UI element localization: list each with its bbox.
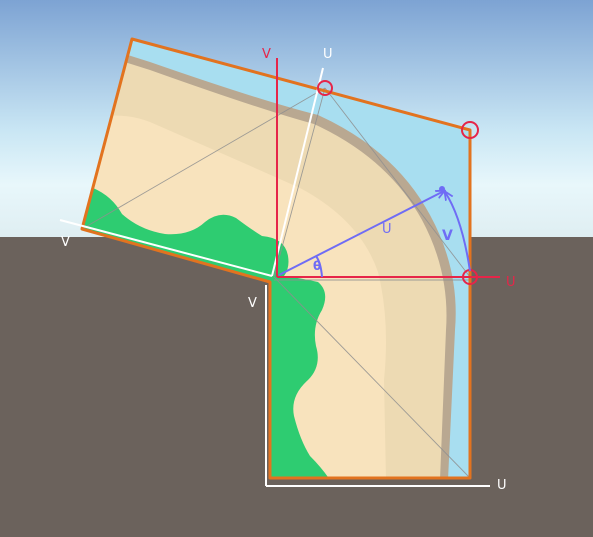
label-right-u-red: U [506, 275, 516, 290]
label-top-u-white: U [323, 47, 333, 62]
label-bottom-u-white: U [497, 478, 507, 493]
label-theta: θ [313, 259, 321, 273]
vector-tip-point [439, 186, 445, 192]
label-diagonal-u-blue: U [382, 222, 392, 237]
label-arc-v-blue: V [442, 228, 453, 244]
label-left-v-white: V [61, 235, 70, 250]
label-lower-v-white: V [248, 296, 257, 311]
label-top-v-red: V [262, 47, 271, 62]
